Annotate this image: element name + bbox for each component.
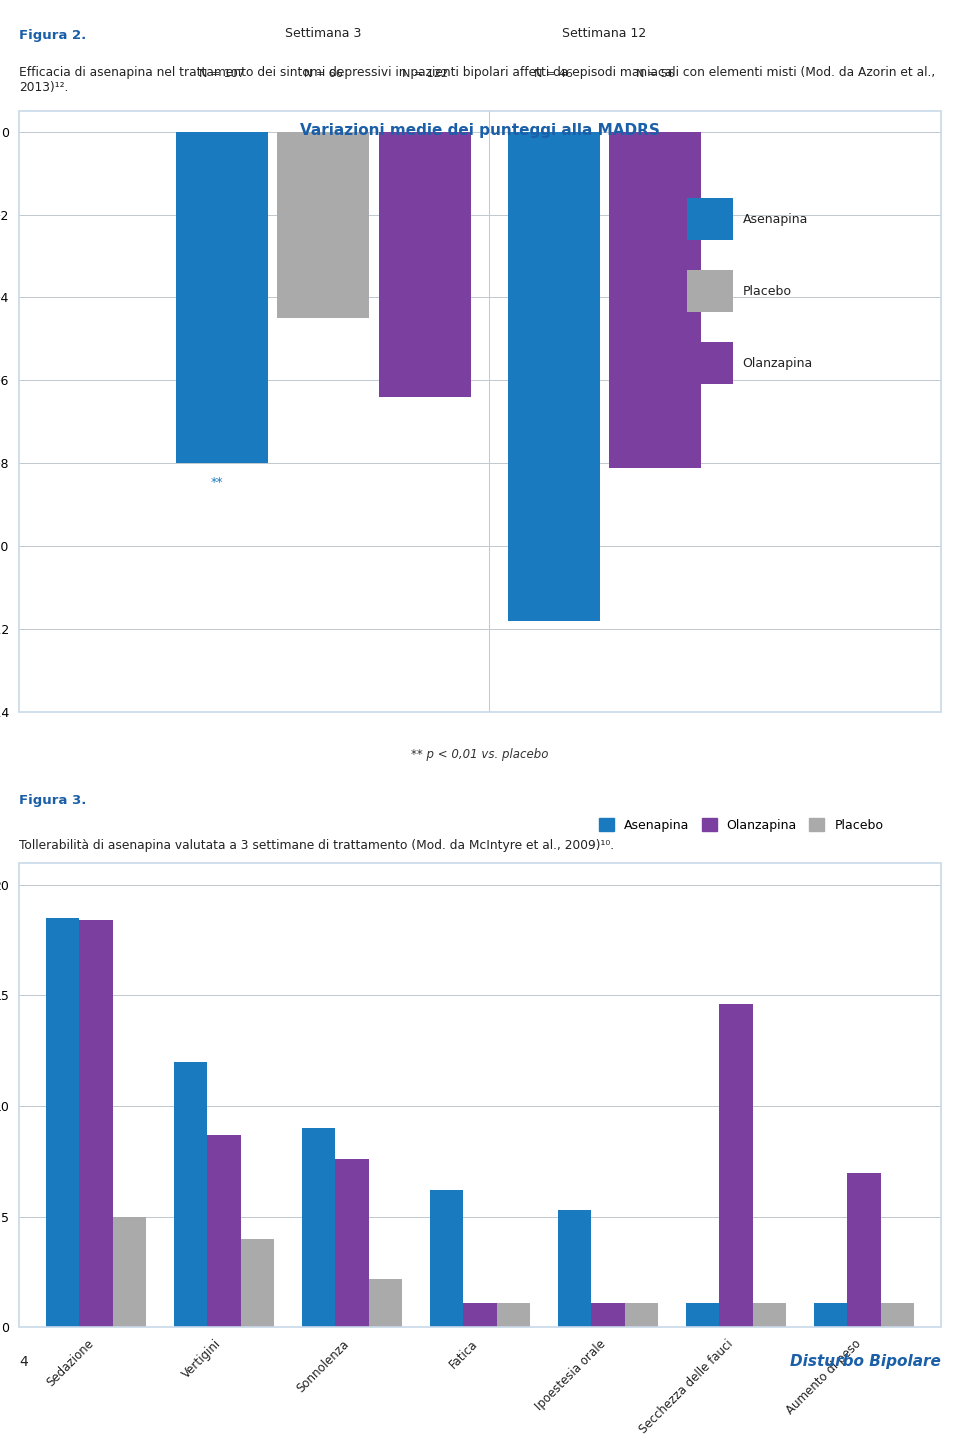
Text: N = 107: N = 107 <box>199 69 245 79</box>
Bar <box>508 131 600 622</box>
Bar <box>335 1160 369 1328</box>
Text: Disturbo Bipolare: Disturbo Bipolare <box>790 1354 941 1368</box>
Bar <box>464 1304 496 1328</box>
Bar <box>848 1173 880 1328</box>
Text: Tollerabilità di asenapina valutata a 3 settimane di trattamento (Mod. da McInty: Tollerabilità di asenapina valutata a 3 … <box>19 839 614 852</box>
Bar <box>46 918 80 1328</box>
Bar <box>686 1304 719 1328</box>
Text: N = 46: N = 46 <box>535 69 573 79</box>
Bar <box>496 1304 530 1328</box>
Bar <box>112 1217 146 1328</box>
Text: 4: 4 <box>19 1354 28 1368</box>
Text: Settimana 12: Settimana 12 <box>563 26 646 40</box>
Bar <box>609 131 701 468</box>
Bar <box>880 1304 914 1328</box>
Bar <box>241 1239 274 1328</box>
Bar <box>558 1210 591 1328</box>
Text: **: ** <box>211 476 224 489</box>
Bar <box>378 131 470 397</box>
Text: Olanzapina: Olanzapina <box>743 357 813 370</box>
Text: Efficacia di asenapina nel trattamento dei sintomi depressivi in pazienti bipola: Efficacia di asenapina nel trattamento d… <box>19 66 935 94</box>
Text: Placebo: Placebo <box>743 285 792 298</box>
Text: N = 56: N = 56 <box>636 69 675 79</box>
FancyBboxPatch shape <box>687 271 733 312</box>
Bar <box>753 1304 786 1328</box>
Text: Variazioni medie dei punteggi alla MADRS: Variazioni medie dei punteggi alla MADRS <box>300 122 660 138</box>
Bar <box>80 920 112 1328</box>
Bar <box>176 131 268 463</box>
FancyBboxPatch shape <box>687 199 733 240</box>
Text: N = 66: N = 66 <box>304 69 343 79</box>
Text: ** p < 0,01 vs. placebo: ** p < 0,01 vs. placebo <box>411 748 549 761</box>
Text: Figura 3.: Figura 3. <box>19 794 86 807</box>
Bar <box>591 1304 625 1328</box>
Bar <box>430 1190 464 1328</box>
Text: Figura 2.: Figura 2. <box>19 29 86 42</box>
FancyBboxPatch shape <box>687 342 733 384</box>
Bar <box>719 1004 753 1328</box>
Bar <box>625 1304 658 1328</box>
Bar <box>174 1062 207 1328</box>
Text: Settimana 3: Settimana 3 <box>285 26 362 40</box>
Bar <box>277 131 370 318</box>
Bar <box>207 1135 241 1328</box>
Bar <box>369 1279 402 1328</box>
Bar <box>814 1304 848 1328</box>
Text: N = 122: N = 122 <box>401 69 447 79</box>
Bar <box>302 1128 335 1328</box>
Legend: Asenapina, Olanzapina, Placebo: Asenapina, Olanzapina, Placebo <box>594 813 888 837</box>
Text: Asenapina: Asenapina <box>743 213 808 226</box>
